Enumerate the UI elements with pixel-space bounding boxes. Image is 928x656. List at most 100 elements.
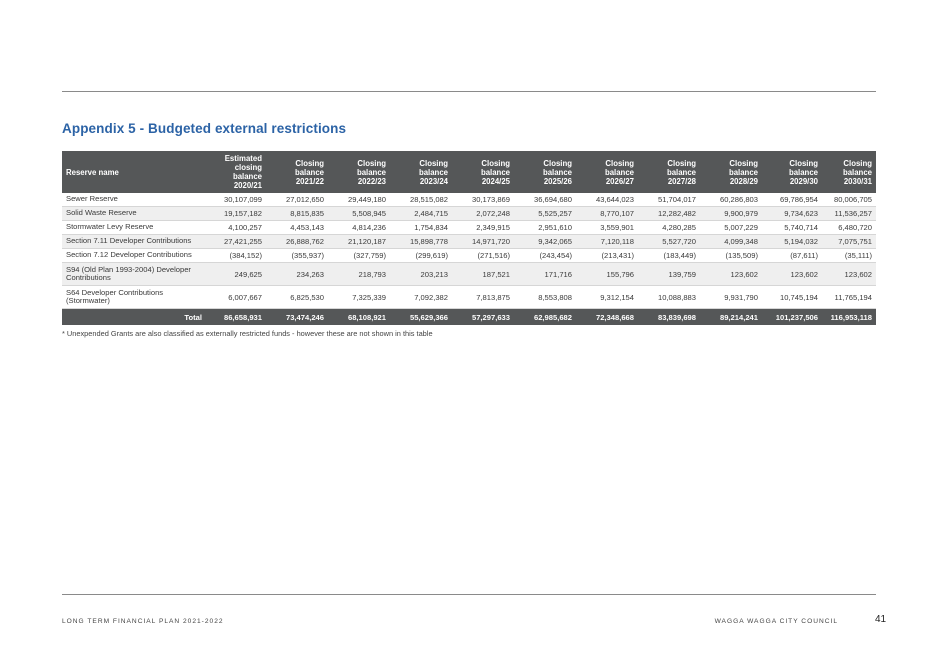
balance-cell: 171,716 <box>514 262 576 286</box>
reserve-name-cell: S64 Developer Contributions (Stormwater) <box>62 285 206 309</box>
column-header: Closing balance 2027/28 <box>638 151 700 193</box>
balance-cell: 80,006,705 <box>822 193 876 207</box>
footer-organisation: WAGGA WAGGA CITY COUNCIL <box>714 618 838 625</box>
balance-cell: (35,111) <box>822 248 876 263</box>
total-cell: 83,839,698 <box>638 308 700 325</box>
balance-cell: 27,421,255 <box>206 234 266 249</box>
balance-cell: (299,619) <box>390 248 452 263</box>
balance-cell: 3,559,901 <box>576 220 638 235</box>
table-row: Section 7.12 Developer Contributions (384… <box>62 248 876 263</box>
balance-cell: 4,453,143 <box>266 220 328 235</box>
balance-cell: 15,898,778 <box>390 234 452 249</box>
balance-cell: 9,931,790 <box>700 285 762 309</box>
balance-cell: 7,325,339 <box>328 285 390 309</box>
balance-cell: 29,449,180 <box>328 193 390 207</box>
balance-cell: 249,625 <box>206 262 266 286</box>
balance-cell: 12,282,482 <box>638 206 700 221</box>
balance-cell: 4,280,285 <box>638 220 700 235</box>
balance-cell: 8,770,107 <box>576 206 638 221</box>
reserve-name-cell: Section 7.12 Developer Contributions <box>62 248 206 263</box>
page-title: Appendix 5 - Budgeted external restricti… <box>62 121 347 136</box>
table-row: S94 (Old Plan 1993-2004) Developer Contr… <box>62 262 876 286</box>
balance-cell: 218,793 <box>328 262 390 286</box>
balance-cell: 1,754,834 <box>390 220 452 235</box>
total-cell: 68,108,921 <box>328 308 390 325</box>
balance-cell: 6,007,667 <box>206 285 266 309</box>
table-row: Solid Waste Reserve 19,157,182 8,815,835 5,… <box>62 206 876 221</box>
page-number: 41 <box>875 614 887 625</box>
balance-cell: 155,796 <box>576 262 638 286</box>
balance-cell: 123,602 <box>762 262 822 286</box>
column-header: Closing balance 2025/26 <box>514 151 576 193</box>
balance-cell: 5,194,032 <box>762 234 822 249</box>
total-row: Total 86,658,931 73,474,246 68,108,921 5… <box>62 308 876 325</box>
balance-cell: 8,553,808 <box>514 285 576 309</box>
balance-cell: 11,536,257 <box>822 206 876 221</box>
balance-cell: (183,449) <box>638 248 700 263</box>
budget-table: Reserve name Estimated closing balance 2… <box>62 151 876 325</box>
balance-cell: 9,342,065 <box>514 234 576 249</box>
table-header-row: Reserve name Estimated closing balance 2… <box>62 151 876 193</box>
balance-cell: 123,602 <box>700 262 762 286</box>
balance-cell: 4,814,236 <box>328 220 390 235</box>
balance-cell: 5,508,945 <box>328 206 390 221</box>
balance-cell: 28,515,082 <box>390 193 452 207</box>
top-divider <box>62 91 876 92</box>
bottom-divider <box>62 594 876 595</box>
balance-cell: 69,786,954 <box>762 193 822 207</box>
total-cell: 116,953,118 <box>822 308 876 325</box>
balance-cell: 30,173,869 <box>452 193 514 207</box>
total-cell: 55,629,366 <box>390 308 452 325</box>
balance-cell: 60,286,803 <box>700 193 762 207</box>
table-footnote: * Unexpended Grants are also classified … <box>62 329 433 338</box>
reserve-name-cell: Solid Waste Reserve <box>62 206 206 221</box>
total-cell: 86,658,931 <box>206 308 266 325</box>
balance-cell: 2,072,248 <box>452 206 514 221</box>
balance-cell: (87,611) <box>762 248 822 263</box>
balance-cell: 7,813,875 <box>452 285 514 309</box>
balance-cell: 2,349,915 <box>452 220 514 235</box>
balance-cell: 4,100,257 <box>206 220 266 235</box>
balance-cell: 10,745,194 <box>762 285 822 309</box>
balance-cell: 8,815,835 <box>266 206 328 221</box>
column-header: Closing balance 2023/24 <box>390 151 452 193</box>
balance-cell: 10,088,883 <box>638 285 700 309</box>
balance-cell: 36,694,680 <box>514 193 576 207</box>
balance-cell: (384,152) <box>206 248 266 263</box>
total-label: Total <box>62 308 206 325</box>
balance-cell: 5,527,720 <box>638 234 700 249</box>
column-header: Closing balance 2026/27 <box>576 151 638 193</box>
balance-cell: (213,431) <box>576 248 638 263</box>
balance-cell: 6,825,530 <box>266 285 328 309</box>
balance-cell: 203,213 <box>390 262 452 286</box>
balance-cell: 234,263 <box>266 262 328 286</box>
footer-document-title: LONG TERM FINANCIAL PLAN 2021-2022 <box>62 618 224 625</box>
total-cell: 101,237,506 <box>762 308 822 325</box>
total-cell: 89,214,241 <box>700 308 762 325</box>
balance-cell: 7,075,751 <box>822 234 876 249</box>
balance-cell: 187,521 <box>452 262 514 286</box>
balance-cell: 123,602 <box>822 262 876 286</box>
balance-cell: 4,099,348 <box>700 234 762 249</box>
balance-cell: 26,888,762 <box>266 234 328 249</box>
balance-cell: 5,007,229 <box>700 220 762 235</box>
reserve-name-cell: Stormwater Levy Reserve <box>62 220 206 235</box>
balance-cell: 9,312,154 <box>576 285 638 309</box>
table-row: Stormwater Levy Reserve 4,100,257 4,453,14… <box>62 220 876 235</box>
balance-cell: 5,740,714 <box>762 220 822 235</box>
balance-cell: 43,644,023 <box>576 193 638 207</box>
balance-cell: 11,765,194 <box>822 285 876 309</box>
total-cell: 72,348,668 <box>576 308 638 325</box>
balance-cell: 2,484,715 <box>390 206 452 221</box>
table-row: Section 7.11 Developer Contributions 27,4… <box>62 234 876 249</box>
balance-cell: 30,107,099 <box>206 193 266 207</box>
balance-cell: 14,971,720 <box>452 234 514 249</box>
balance-cell: 7,092,382 <box>390 285 452 309</box>
balance-cell: 9,900,979 <box>700 206 762 221</box>
balance-cell: 5,525,257 <box>514 206 576 221</box>
balance-cell: (327,759) <box>328 248 390 263</box>
balance-cell: 21,120,187 <box>328 234 390 249</box>
balance-cell: 27,012,650 <box>266 193 328 207</box>
column-header: Closing balance 2028/29 <box>700 151 762 193</box>
total-cell: 73,474,246 <box>266 308 328 325</box>
